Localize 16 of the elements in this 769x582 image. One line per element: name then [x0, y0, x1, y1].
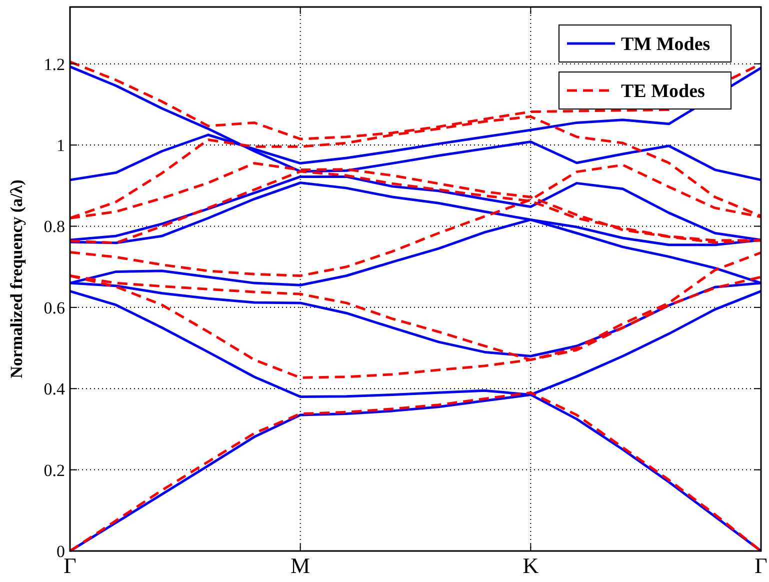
x-tick-label: M — [290, 553, 310, 578]
y-tick-label: 0.2 — [44, 460, 65, 480]
y-tick-label: 0.6 — [44, 298, 65, 318]
y-axis-title: Normalized frequency (a/λ) — [7, 180, 26, 378]
y-tick-label: 1 — [56, 136, 65, 155]
legend-box: TM Modes — [558, 24, 732, 62]
legend-box: TE Modes — [558, 72, 732, 110]
legend-label: TM Modes — [621, 34, 710, 56]
y-tick-label: 1.2 — [44, 54, 65, 74]
legend-label: TE Modes — [621, 81, 705, 102]
x-tick-label: K — [522, 553, 539, 578]
x-tick-label: Γ — [754, 553, 768, 578]
y-tick-label: 0.8 — [44, 217, 65, 236]
y-tick-label: 0 — [56, 542, 65, 561]
y-tick-label: 0.4 — [44, 380, 66, 399]
x-tick-label: Γ — [64, 553, 77, 578]
